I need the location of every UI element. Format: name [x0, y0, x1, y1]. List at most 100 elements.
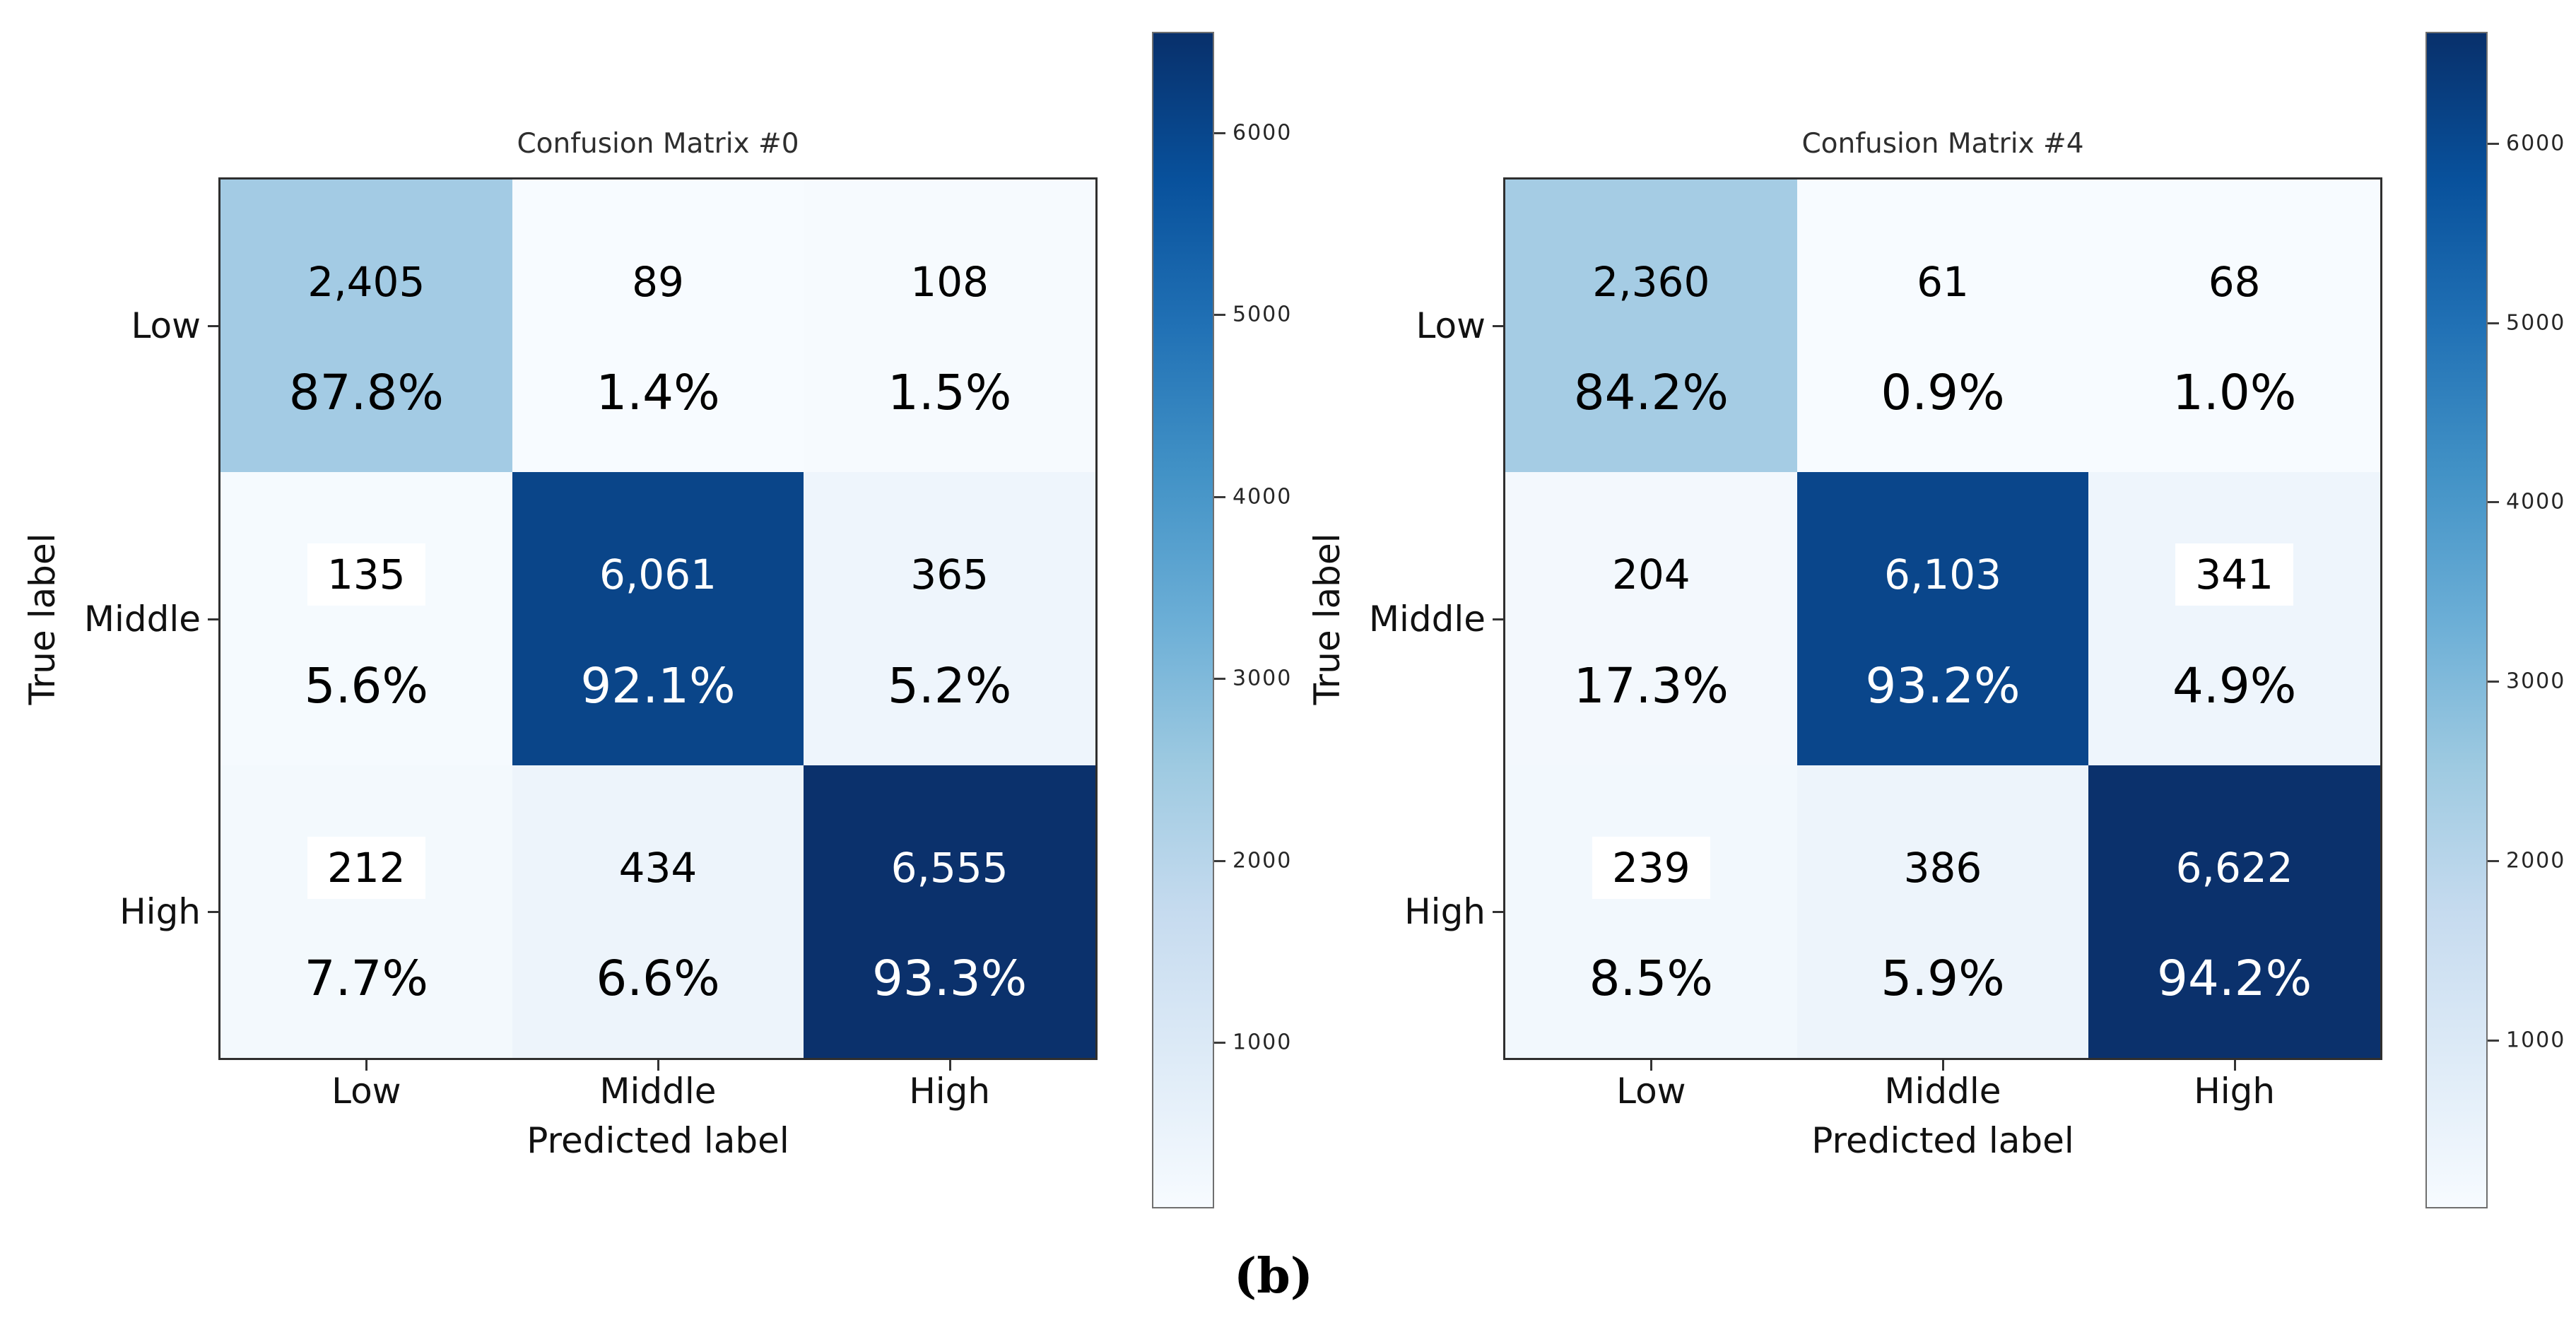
matrix-cells: 2,360 84.2% 61 0.9% 68 1.0% 204 17.3% 6,103 93.2%…	[1505, 179, 2380, 1058]
colorbar-tick-label: 4000	[1233, 484, 1293, 510]
colorbar-gradient	[1152, 32, 1214, 1208]
matrix-cells: 2,405 87.8% 89 1.4% 108 1.5% 135 5.6% 6,061 92.1%…	[220, 179, 1095, 1058]
cell-percent: 94.2%	[2157, 950, 2312, 1008]
y-tick-mark	[208, 618, 218, 620]
cell-percent: 5.6%	[304, 657, 428, 714]
cell-percent: 93.2%	[1865, 657, 2021, 714]
cell-percent: 1.5%	[888, 365, 1012, 422]
y-tick-mark	[1493, 325, 1503, 328]
cell-count: 135	[220, 528, 512, 622]
matrix-cell: 386 5.9%	[1796, 765, 2089, 1058]
y-tick-label-middle: Middle	[83, 598, 201, 640]
colorbar-tick-label: 1000	[2506, 1028, 2566, 1053]
matrix-cell: 212 7.7%	[220, 765, 512, 1058]
colorbar-tick-mark	[2488, 142, 2499, 145]
cell-count: 239	[1505, 820, 1797, 914]
cell-count: 89	[632, 258, 684, 306]
cell-count: 341	[2088, 528, 2380, 622]
x-tick-label-high: High	[2194, 1071, 2276, 1112]
y-axis-label: True label	[1307, 532, 1348, 705]
y-axis-label: True label	[22, 532, 63, 705]
colorbar-tick-label: 1000	[1233, 1030, 1293, 1055]
cell-count: 212	[220, 820, 512, 914]
cell-percent: 17.3%	[1573, 657, 1729, 714]
colorbar-tick-mark	[2488, 681, 2499, 683]
x-axis-label: Predicted label	[1811, 1120, 2074, 1161]
matrix-cell: 61 0.9%	[1796, 179, 2089, 473]
colorbar-tick-label: 2000	[1233, 848, 1293, 873]
y-tick-mark	[208, 325, 218, 328]
colorbar-tick-mark	[1214, 678, 1225, 681]
cell-count: 68	[2208, 258, 2261, 306]
colorbar-tick-label: 4000	[2506, 489, 2566, 514]
cell-percent: 92.1%	[580, 657, 736, 714]
x-tick-mark	[657, 1060, 659, 1071]
colorbar-tick-mark	[1214, 131, 1225, 134]
cell-count: 6,061	[599, 551, 717, 599]
colorbar-tick-mark	[1214, 1042, 1225, 1044]
colorbar-tick-mark	[2488, 859, 2499, 862]
x-tick-label-low: Low	[331, 1071, 401, 1112]
matrix-cell: 6,622 94.2%	[2088, 765, 2380, 1058]
matrix-cell: 434 6.6%	[512, 765, 804, 1058]
cell-percent: 5.9%	[1881, 950, 2005, 1008]
colorbar-tick-mark	[2488, 501, 2499, 504]
cell-percent: 84.2%	[1573, 365, 1729, 422]
x-axis-label: Predicted label	[527, 1120, 789, 1161]
cell-count: 108	[910, 258, 989, 306]
matrix-cell: 6,103 93.2%	[1796, 472, 2089, 765]
colorbar-tick-label: 3000	[2506, 669, 2566, 694]
matrix-cell: 239 8.5%	[1505, 765, 1797, 1058]
cell-count: 434	[618, 843, 698, 892]
x-tick-mark	[1942, 1060, 1944, 1071]
x-tick-mark	[365, 1060, 368, 1071]
colorbar-0: 1000 2000 3000 4000 5000 6000	[1152, 32, 1290, 1208]
matrix-cell: 108 1.5%	[804, 179, 1095, 473]
matrix-cell: 2,405 87.8%	[220, 179, 512, 473]
cell-percent: 6.6%	[596, 950, 720, 1008]
x-tick-mark	[948, 1060, 951, 1071]
matrix-cell: 365 5.2%	[804, 472, 1095, 765]
cell-percent: 0.9%	[1881, 365, 2005, 422]
cell-percent: 5.2%	[888, 657, 1012, 714]
colorbar-tick-label: 3000	[1233, 666, 1293, 691]
cell-count: 365	[910, 551, 989, 599]
cell-percent: 93.3%	[872, 950, 1028, 1008]
y-tick-label-high: High	[119, 890, 201, 932]
x-tick-label-high: High	[909, 1071, 991, 1112]
matrix-cell: 204 17.3%	[1505, 472, 1797, 765]
cell-count: 6,103	[1883, 551, 2002, 599]
y-tick-label-low: Low	[1416, 305, 1486, 347]
cell-percent: 1.4%	[596, 365, 720, 422]
cell-percent: 7.7%	[304, 950, 428, 1008]
colorbar-tick-mark	[1214, 314, 1225, 317]
cell-percent: 87.8%	[288, 365, 444, 422]
y-tick-label-high: High	[1404, 890, 1486, 932]
colorbar-tick-mark	[2488, 1039, 2499, 1042]
matrix-cell: 135 5.6%	[220, 472, 512, 765]
y-tick-label-low: Low	[131, 305, 201, 347]
colorbar-tick-label: 6000	[1233, 120, 1293, 146]
cell-count: 2,405	[307, 258, 425, 306]
plot-title: Confusion Matrix #0	[517, 128, 799, 160]
confusion-matrix-0-axes: Confusion Matrix #0 2,405 87.8% 89 1.4% 108 1…	[22, 128, 1098, 1161]
colorbar-tick-mark	[2488, 322, 2499, 324]
y-tick-mark	[1493, 618, 1503, 620]
x-tick-label-low: Low	[1616, 1071, 1686, 1112]
matrix-cell: 341 4.9%	[2088, 472, 2380, 765]
colorbar-tick-mark	[1214, 859, 1225, 862]
figure-caption: (b)	[1234, 1248, 1313, 1305]
colorbar-tick-label: 5000	[2506, 310, 2566, 336]
matrix-cell: 2,360 84.2%	[1505, 179, 1797, 473]
cell-count: 6,622	[2175, 843, 2293, 892]
matrix-cell: 68 1.0%	[2088, 179, 2380, 473]
matrix-cell: 6,061 92.1%	[512, 472, 804, 765]
x-tick-label-middle: Middle	[1884, 1071, 2001, 1112]
cell-count: 61	[1917, 258, 1969, 306]
confusion-matrix-4-axes: Confusion Matrix #4 2,360 84.2% 61 0.9% 68 1.…	[1307, 128, 2382, 1161]
y-tick-mark	[208, 910, 218, 913]
cell-count: 204	[1611, 551, 1690, 599]
matrix-cell: 89 1.4%	[512, 179, 804, 473]
colorbar-tick-label: 2000	[2506, 848, 2566, 873]
